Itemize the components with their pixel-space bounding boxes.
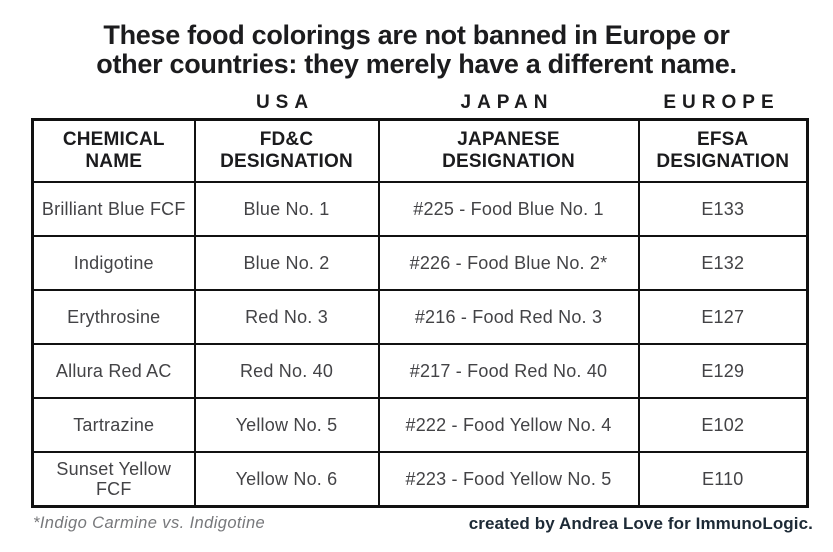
table-cell: Blue No. 2 <box>193 235 380 292</box>
food-colorings-table: CHEMICAL NAME FD&C DESIGNATION JAPANESE DESIG… <box>31 118 809 509</box>
table-row: Sunset Yellow FCF Yellow No. 6 #223 - Food… <box>31 451 809 508</box>
column-header: JAPANESE DESIGNATION <box>377 118 640 184</box>
table-row: Erythrosine Red No. 3 #216 - Food Red No. … <box>31 289 809 346</box>
table-cell: E110 <box>637 451 809 508</box>
region-header-europe: EUROPE <box>663 92 780 114</box>
table-cell: #225 - Food Blue No. 1 <box>377 181 640 238</box>
table-cell: Blue No. 1 <box>193 181 380 238</box>
table-cell: #226 - Food Blue No. 2* <box>377 235 640 292</box>
page-title-line1: These food colorings are not banned in E… <box>103 20 730 50</box>
table-cell: Sunset Yellow FCF <box>31 451 196 508</box>
table-cell: E127 <box>637 289 809 346</box>
table-body: Brilliant Blue FCF Blue No. 1 #225 - Food … <box>31 181 809 508</box>
table-header-row: CHEMICAL NAME FD&C DESIGNATION JAPANESE DESIG… <box>31 118 809 184</box>
table-cell: Red No. 3 <box>193 289 380 346</box>
table-row: Brilliant Blue FCF Blue No. 1 #225 - Food … <box>31 181 809 238</box>
table-cell: Indigotine <box>31 235 196 292</box>
table-row: Tartrazine Yellow No. 5 #222 - Food Yellow… <box>31 397 809 454</box>
table-cell: #217 - Food Red No. 40 <box>377 343 640 400</box>
table-cell: E129 <box>637 343 809 400</box>
credit: created by Andrea Love for ImmunoLogic. <box>468 514 813 534</box>
footer: *Indigo Carmine vs. Indigotine created b… <box>33 514 813 534</box>
table-row: Allura Red AC Red No. 40 #217 - Food Red N… <box>31 343 809 400</box>
table-cell: Allura Red AC <box>31 343 196 400</box>
page-title: These food colorings are not banned in E… <box>0 0 833 79</box>
table-cell: E133 <box>637 181 809 238</box>
table-cell: Yellow No. 6 <box>193 451 380 508</box>
table-cell: #216 - Food Red No. 3 <box>377 289 640 346</box>
page-title-line2: other countries: they merely have a diff… <box>96 49 737 80</box>
table-cell: Yellow No. 5 <box>193 397 380 454</box>
region-header-row: USA JAPAN EUROPE <box>31 92 806 114</box>
table-row: Indigotine Blue No. 2 #226 - Food Blue No.… <box>31 235 809 292</box>
column-header: FD&C DESIGNATION <box>193 118 380 184</box>
table-cell: Red No. 40 <box>193 343 380 400</box>
region-header-spacer <box>31 92 193 114</box>
table-cell: E132 <box>637 235 809 292</box>
table-cell: E102 <box>637 397 809 454</box>
region-header-japan: JAPAN <box>460 92 554 114</box>
column-header: EFSA DESIGNATION <box>637 118 809 184</box>
region-header-usa: USA <box>255 92 315 114</box>
table-cell: Tartrazine <box>31 397 196 454</box>
table-cell: #222 - Food Yellow No. 4 <box>377 397 640 454</box>
table-cell: #223 - Food Yellow No. 5 <box>377 451 640 508</box>
table-cell: Erythrosine <box>31 289 196 346</box>
table-cell: Brilliant Blue FCF <box>31 181 196 238</box>
column-header: CHEMICAL NAME <box>31 118 196 184</box>
footnote: *Indigo Carmine vs. Indigotine <box>33 514 266 533</box>
